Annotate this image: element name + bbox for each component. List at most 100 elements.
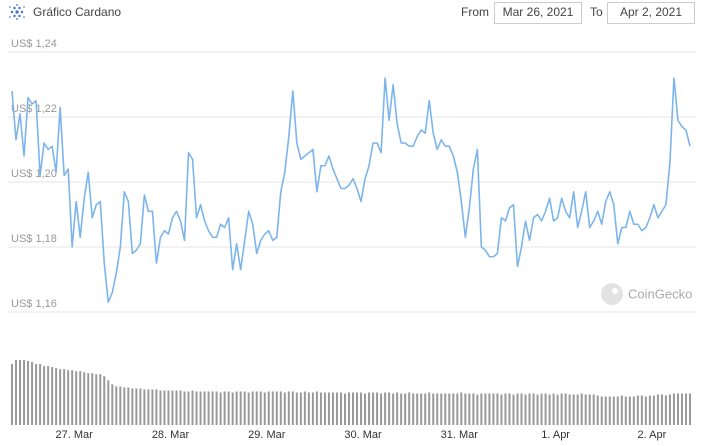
volume-bar (352, 392, 355, 425)
volume-bar (243, 391, 246, 425)
volume-bar (380, 393, 383, 425)
volume-bar (372, 392, 375, 425)
volume-bar (259, 391, 262, 425)
volume-bar (111, 384, 114, 425)
volume-bar (640, 395, 643, 425)
y-tick-label: US$ 1,18 (11, 233, 57, 245)
volume-bar (271, 391, 274, 425)
volume-bar (99, 374, 102, 425)
volume-bar (39, 364, 42, 425)
volume-bar (464, 393, 467, 425)
volume-bar (492, 393, 495, 425)
volume-bar (223, 391, 226, 425)
volume-bar (528, 393, 531, 425)
volume-bar (632, 396, 635, 425)
from-input[interactable] (494, 2, 582, 24)
from-label: From (461, 5, 489, 19)
y-tick-label: US$ 1,20 (11, 168, 57, 180)
volume-bar (339, 392, 342, 425)
volume-bar (219, 392, 222, 425)
from-date[interactable]: Mar 26, 2021 (503, 5, 574, 19)
volume-bar (119, 386, 122, 425)
volume-bar (251, 391, 254, 425)
volume-bar (416, 393, 419, 425)
volume-bar (620, 395, 623, 425)
volume-bar (123, 387, 126, 425)
volume-bar (524, 394, 527, 425)
volume-bar (472, 393, 475, 425)
volume-bar (408, 392, 411, 425)
volume-bar (364, 393, 367, 425)
volume-bar (516, 393, 519, 425)
x-tick-label: 30. Mar (344, 429, 382, 441)
volume-bar (656, 394, 659, 425)
volume-bar (231, 392, 234, 425)
volume-bar (143, 389, 146, 425)
volume-bar (400, 393, 403, 425)
volume-bar (488, 393, 491, 425)
volume-bar (572, 394, 575, 425)
volume-bar (580, 393, 583, 425)
volume-bar (175, 390, 178, 425)
volume-bar (283, 392, 286, 425)
volume-bar (131, 388, 134, 425)
volume-bar (552, 393, 555, 425)
volume-bar (388, 392, 391, 425)
watermark: CoinGecko (628, 286, 692, 301)
volume-bar (255, 391, 258, 425)
volume-bar (624, 396, 627, 425)
volume-bar (684, 393, 687, 425)
volume-bar (71, 370, 74, 425)
volume-bar (424, 393, 427, 425)
volume-bar (584, 394, 587, 425)
volume-bar (15, 360, 18, 425)
volume-bar (428, 392, 431, 425)
volume-bar (163, 390, 166, 425)
volume-bar (335, 392, 338, 425)
to-date[interactable]: Apr 2, 2021 (620, 5, 682, 19)
volume-bar (564, 393, 567, 425)
volume-bar (368, 392, 371, 425)
volume-bar (600, 396, 603, 425)
volume-bar (452, 393, 455, 425)
volume-bar (235, 391, 238, 425)
volume-bar (448, 393, 451, 425)
volume-bar (644, 396, 647, 425)
volume-bar (608, 396, 611, 425)
volume-bar (327, 392, 330, 425)
volume-bar (612, 396, 615, 425)
volume-bar (376, 392, 379, 425)
volume-bar (360, 392, 363, 425)
volume-bar (412, 393, 415, 425)
volume-bar (676, 393, 679, 425)
volume-bar (548, 394, 551, 425)
volume-bar (664, 395, 667, 425)
to-input[interactable] (607, 2, 695, 24)
volume-bar (67, 370, 70, 425)
y-tick-label: US$ 1,16 (11, 298, 57, 310)
y-tick-label: US$ 1,24 (11, 38, 57, 50)
volume-bar (604, 396, 607, 425)
volume-bar (103, 376, 106, 425)
volume-bar (227, 391, 230, 425)
volume-bar (592, 394, 595, 425)
volume-bar (159, 390, 162, 425)
volume-bar (544, 393, 547, 425)
volume-bar (396, 392, 399, 425)
volume-bar (207, 391, 210, 425)
y-tick-label: US$ 1,22 (11, 103, 57, 115)
volume-bar (203, 391, 206, 425)
volume-bar (343, 393, 346, 425)
volume-bar (392, 393, 395, 425)
volume-bar (183, 391, 186, 425)
x-tick-label: 27. Mar (56, 429, 94, 441)
volume-bar (616, 396, 619, 425)
price-line (11, 77, 691, 304)
volume-bar (171, 390, 174, 425)
volume-bar (215, 391, 218, 425)
volume-bar (83, 372, 86, 425)
volume-bar (199, 391, 202, 425)
volume-bar (323, 392, 326, 425)
volume-bar (444, 393, 447, 425)
